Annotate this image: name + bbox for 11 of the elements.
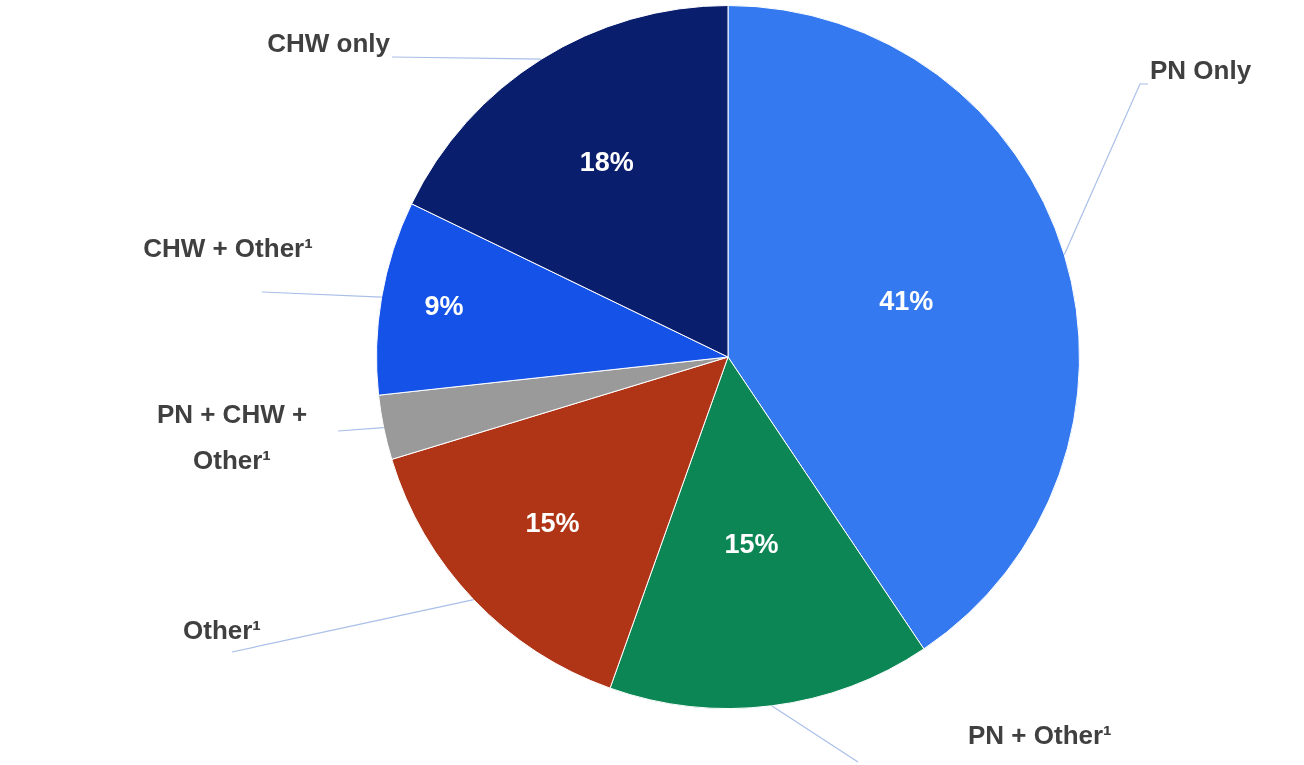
slice-label: CHW + Other¹ xyxy=(143,233,313,264)
data-label: 15% xyxy=(724,528,779,559)
data-label: 15% xyxy=(525,507,580,538)
slice-label: PN + Other¹ xyxy=(968,720,1112,751)
slice-label: Other¹ xyxy=(183,615,261,646)
data-label: 41% xyxy=(879,286,934,317)
slice-label: PN + CHW + Other¹ xyxy=(156,399,308,476)
slice-label: CHW only xyxy=(267,28,391,59)
slice-label: PN Only xyxy=(1150,55,1252,86)
data-label: 9% xyxy=(424,291,464,322)
data-label: 18% xyxy=(579,146,634,177)
